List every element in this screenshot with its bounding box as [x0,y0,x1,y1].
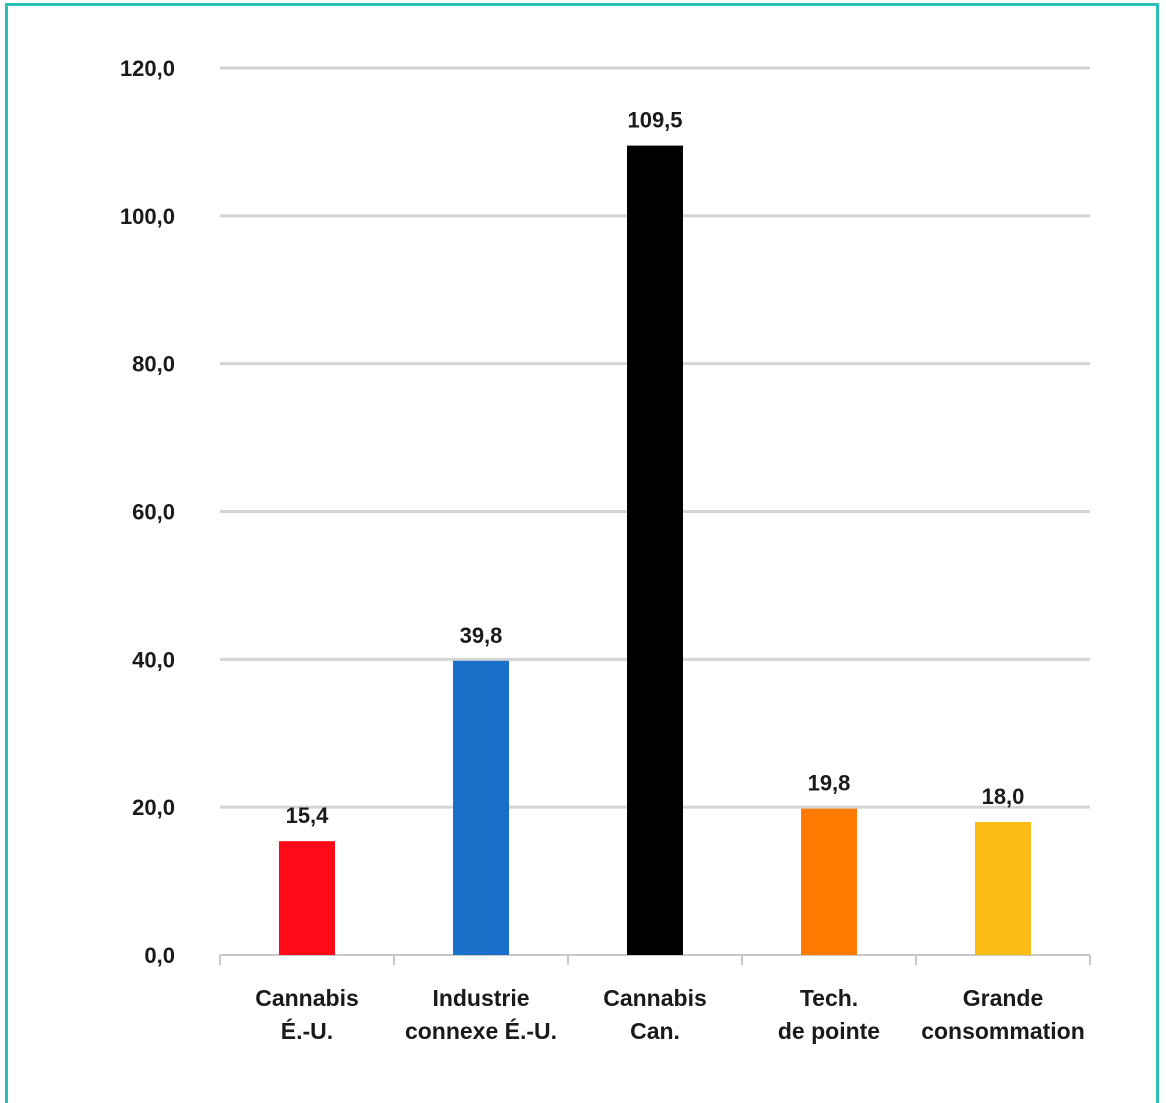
y-tick-label: 80,0 [132,352,175,377]
x-tick-label: Cannabis [255,985,359,1011]
x-tick-label: Grande [963,985,1044,1011]
x-tick-label: connexe É.-U. [405,1017,557,1044]
x-tick-label: consommation [921,1018,1085,1044]
x-tick-label: É.-U. [281,1017,333,1044]
x-tick-label: Tech. [800,985,858,1011]
data-label: 39,8 [460,623,503,648]
x-tick-label: Industrie [432,985,529,1011]
data-label: 18,0 [982,784,1025,809]
y-tick-label: 40,0 [132,647,175,672]
data-label: 19,8 [808,771,851,796]
bar[interactable] [279,841,335,955]
x-tick-label: de pointe [778,1018,880,1044]
bar[interactable] [801,808,857,955]
bar[interactable] [975,821,1031,955]
y-tick-label: 120,0 [120,56,175,81]
bar[interactable] [627,145,683,956]
data-label: 109,5 [627,108,682,133]
y-tick-label: 100,0 [120,204,175,229]
x-tick-label: Cannabis [603,985,707,1011]
bar[interactable] [453,660,509,955]
y-tick-label: 0,0 [144,943,175,968]
data-label: 15,4 [286,803,330,828]
x-tick-label: Can. [630,1018,680,1044]
y-tick-label: 60,0 [132,500,175,525]
chart-frame [5,3,1159,1103]
y-tick-label: 20,0 [132,795,175,820]
